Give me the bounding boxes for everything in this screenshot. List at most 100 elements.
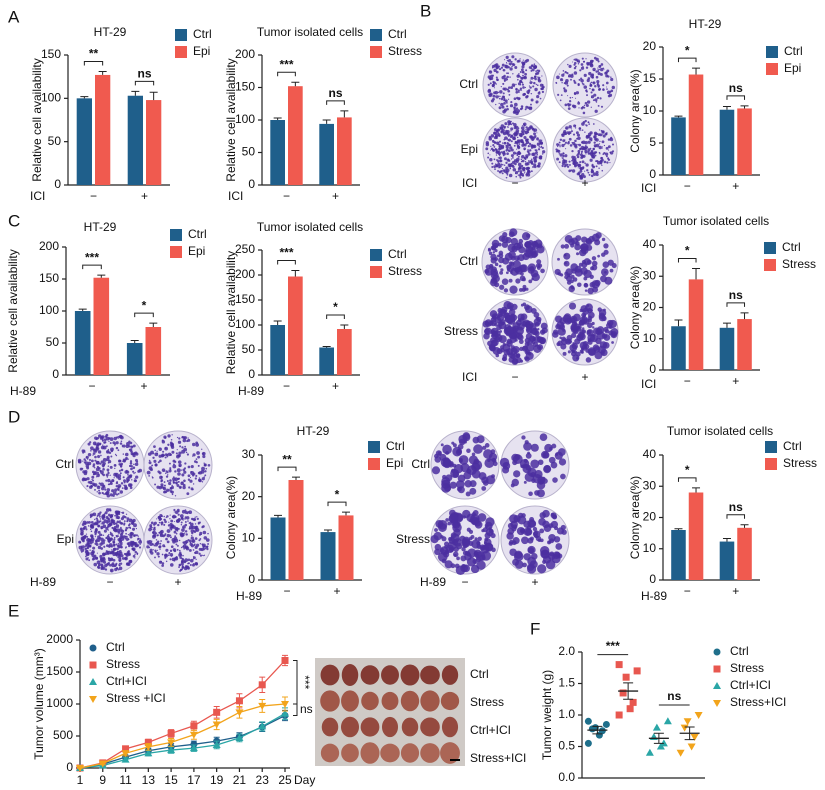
colony xyxy=(605,155,608,158)
colony xyxy=(109,514,114,518)
point xyxy=(663,717,672,725)
image-category: + xyxy=(581,370,588,384)
colony xyxy=(169,467,172,470)
colony xyxy=(159,548,161,550)
colony xyxy=(134,462,139,467)
colony xyxy=(540,268,545,274)
colony xyxy=(476,560,486,570)
tumor xyxy=(320,664,340,686)
colony xyxy=(598,68,601,71)
colony xyxy=(525,167,529,171)
colony xyxy=(93,554,97,558)
colony xyxy=(558,152,561,155)
colony xyxy=(490,134,495,138)
colony xyxy=(536,132,538,134)
x-axis-label: ICI xyxy=(30,189,45,203)
significance-label: *** xyxy=(279,246,293,260)
colony xyxy=(103,545,106,548)
colony xyxy=(559,146,561,148)
colony xyxy=(88,559,91,562)
colony xyxy=(92,452,96,455)
colony xyxy=(110,482,112,484)
colony xyxy=(577,62,580,65)
colony xyxy=(562,351,567,356)
colony xyxy=(489,82,492,85)
colony xyxy=(450,533,460,543)
colony xyxy=(573,71,578,75)
colony xyxy=(503,87,507,91)
colony xyxy=(89,513,94,518)
colony xyxy=(85,455,89,459)
image-category: − xyxy=(511,176,518,190)
colony xyxy=(123,552,127,556)
colony xyxy=(79,527,83,531)
colony xyxy=(499,330,503,333)
colony xyxy=(107,529,109,531)
colony xyxy=(94,436,98,440)
colony xyxy=(189,522,194,527)
colony xyxy=(102,444,104,446)
colony xyxy=(601,164,603,166)
colony xyxy=(557,257,560,261)
significance-label: ns xyxy=(729,288,743,302)
colony xyxy=(116,520,120,524)
colony xyxy=(512,167,517,172)
colony xyxy=(168,462,171,465)
colony xyxy=(431,466,441,475)
significance-label: ns xyxy=(667,689,681,703)
colony xyxy=(561,157,563,159)
colony xyxy=(108,440,110,442)
colony xyxy=(602,88,605,91)
colony xyxy=(584,119,587,123)
colony xyxy=(559,138,563,142)
colony xyxy=(132,454,136,458)
colony xyxy=(506,63,508,65)
colony xyxy=(172,540,176,544)
colony xyxy=(172,481,175,484)
significance-bracket xyxy=(134,312,154,318)
colony xyxy=(535,149,538,152)
significance-bracket xyxy=(726,95,746,100)
colony xyxy=(516,74,520,78)
colony xyxy=(482,480,489,486)
image-row-label: Epi xyxy=(57,532,74,546)
colony xyxy=(94,533,97,536)
colony xyxy=(567,141,570,145)
colony xyxy=(462,542,468,549)
legend-label: Stress+ICI xyxy=(730,695,786,709)
colony xyxy=(527,152,531,156)
colony xyxy=(156,552,160,556)
colony xyxy=(445,518,449,522)
y-tick-label: 20 xyxy=(643,510,657,524)
colony xyxy=(180,524,183,526)
colony xyxy=(511,55,515,59)
colony xyxy=(530,553,538,560)
colony xyxy=(173,511,175,513)
colony xyxy=(587,152,590,155)
colony xyxy=(590,106,592,108)
colony xyxy=(601,147,603,149)
colony xyxy=(519,84,522,86)
colony xyxy=(611,143,615,146)
colony xyxy=(504,122,508,126)
colony xyxy=(104,488,107,491)
colony xyxy=(562,158,564,160)
image-row-label: Epi xyxy=(461,142,478,156)
colony xyxy=(537,79,542,83)
colony xyxy=(95,517,98,520)
colony xyxy=(543,465,552,474)
colony xyxy=(507,325,511,329)
colony xyxy=(536,153,539,156)
significance-label: ** xyxy=(89,47,99,61)
colony xyxy=(125,513,128,515)
colony xyxy=(448,461,454,466)
tumor xyxy=(341,743,359,763)
colony xyxy=(605,146,609,150)
bar xyxy=(719,541,735,580)
legend-label: Ctrl xyxy=(106,640,125,654)
colony xyxy=(166,454,169,457)
colony xyxy=(182,545,185,548)
colony xyxy=(100,523,102,525)
y-tick-label: 10 xyxy=(643,541,657,555)
colony xyxy=(525,129,527,131)
